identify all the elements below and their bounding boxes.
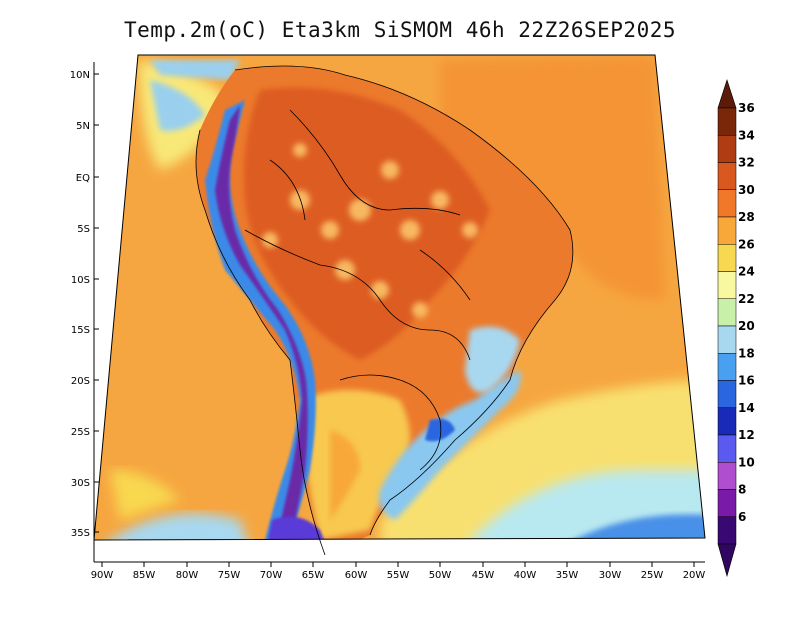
lon-label: 60W bbox=[345, 570, 368, 581]
lon-label: 90W bbox=[91, 570, 114, 581]
lat-tick: 5N bbox=[76, 121, 99, 132]
colorbar-swatch bbox=[717, 434, 737, 463]
lat-label: 20S bbox=[71, 376, 90, 387]
lon-tick: 60W bbox=[345, 562, 368, 581]
lat-label: EQ bbox=[76, 173, 90, 184]
colorbar-legend: 36 34 32 30 28 26 24 22 20 18 16 14 12 10 8 6 bbox=[717, 79, 755, 578]
lat-tick: 5S bbox=[77, 224, 99, 235]
colorbar-label: 22 bbox=[738, 292, 755, 306]
colorbar-swatch bbox=[717, 216, 737, 245]
colorbar-swatch bbox=[717, 135, 737, 163]
colorbar-label: 20 bbox=[738, 319, 755, 333]
lon-tick: 45W bbox=[472, 562, 495, 581]
colorbar-label: 28 bbox=[738, 210, 755, 224]
colorbar-swatch bbox=[717, 298, 737, 327]
country-borders bbox=[195, 65, 574, 556]
colorbar-swatch bbox=[717, 244, 737, 272]
lon-label: 35W bbox=[556, 570, 579, 581]
lon-label: 25W bbox=[641, 570, 664, 581]
lon-axis: 90W 85W 80W 75W 70W 65W 60W 55W 50W 45W … bbox=[91, 562, 706, 581]
lon-label: 20W bbox=[683, 570, 706, 581]
colorbar-label: 8 bbox=[738, 483, 746, 497]
lon-label: 50W bbox=[429, 570, 452, 581]
lon-label: 85W bbox=[133, 570, 156, 581]
colorbar-swatch bbox=[717, 380, 737, 408]
colorbar-swatch bbox=[717, 407, 737, 436]
lon-tick: 50W bbox=[429, 562, 452, 581]
lon-tick: 25W bbox=[641, 562, 664, 581]
lat-tick: 20S bbox=[71, 376, 99, 387]
lat-label: 25S bbox=[71, 427, 90, 438]
lon-label: 70W bbox=[260, 570, 283, 581]
lon-label: 65W bbox=[302, 570, 325, 581]
lon-label: 30W bbox=[599, 570, 622, 581]
colorbar-label: 36 bbox=[738, 101, 755, 115]
lon-label: 40W bbox=[514, 570, 537, 581]
lat-label: 5N bbox=[76, 121, 90, 132]
colorbar-swatch bbox=[717, 271, 737, 299]
colorbar-swatch bbox=[717, 107, 737, 136]
colorbar-label: 12 bbox=[738, 428, 755, 442]
lat-tick: 30S bbox=[71, 478, 99, 489]
lat-label: 10N bbox=[70, 70, 90, 81]
lon-tick: 75W bbox=[218, 562, 241, 581]
lon-tick: 35W bbox=[556, 562, 579, 581]
map-title: Temp.2m(oC) Eta3km SiSMOM 46h 22Z26SEP20… bbox=[123, 18, 676, 42]
lon-tick: 20W bbox=[683, 562, 706, 581]
colorbar-label: 30 bbox=[738, 183, 755, 197]
lat-label: 5S bbox=[77, 224, 90, 235]
lon-label: 55W bbox=[387, 570, 410, 581]
colorbar-swatch bbox=[717, 162, 737, 190]
colorbar-under-triangle bbox=[717, 543, 737, 578]
lat-tick: EQ bbox=[76, 173, 99, 184]
lon-tick: 30W bbox=[599, 562, 622, 581]
lat-tick: 10S bbox=[71, 275, 99, 286]
lon-tick: 65W bbox=[302, 562, 325, 581]
colorbar-swatch bbox=[717, 325, 737, 354]
lat-label: 10S bbox=[71, 275, 90, 286]
lat-label: 35S bbox=[71, 528, 90, 539]
colorbar-swatch bbox=[717, 189, 737, 218]
lon-tick: 70W bbox=[260, 562, 283, 581]
lon-tick: 90W bbox=[91, 562, 114, 581]
colorbar-label: 10 bbox=[738, 455, 755, 469]
lat-tick: 15S bbox=[71, 325, 99, 336]
colorbar-label: 6 bbox=[738, 510, 746, 524]
colorbar-swatch bbox=[717, 353, 737, 381]
lat-tick: 10N bbox=[70, 70, 99, 81]
lon-tick: 80W bbox=[176, 562, 199, 581]
colorbar-label: 26 bbox=[738, 237, 755, 251]
lon-label: 80W bbox=[176, 570, 199, 581]
lon-tick: 85W bbox=[133, 562, 156, 581]
lat-tick: 25S bbox=[71, 427, 99, 438]
colorbar-swatch bbox=[717, 489, 737, 517]
lat-axis: 10N 5N EQ 5S 10S 15S 20S 25S 30S 35S bbox=[70, 70, 99, 539]
colorbar-swatch bbox=[717, 516, 737, 545]
colorbar-label: 34 bbox=[738, 128, 755, 142]
colorbar-over-triangle bbox=[717, 79, 737, 109]
colorbar-label: 16 bbox=[738, 374, 755, 388]
temperature-field bbox=[94, 55, 705, 540]
lat-tick: 35S bbox=[71, 528, 99, 539]
lon-tick: 40W bbox=[514, 562, 537, 581]
lon-label: 75W bbox=[218, 570, 241, 581]
colorbar-swatch bbox=[717, 462, 737, 490]
colorbar-label: 14 bbox=[738, 401, 755, 415]
lat-label: 30S bbox=[71, 478, 90, 489]
lat-label: 15S bbox=[71, 325, 90, 336]
lon-tick: 55W bbox=[387, 562, 410, 581]
colorbar-label: 24 bbox=[738, 265, 755, 279]
colorbar-label: 32 bbox=[738, 156, 755, 170]
colorbar-label: 18 bbox=[738, 346, 755, 360]
lon-label: 45W bbox=[472, 570, 495, 581]
